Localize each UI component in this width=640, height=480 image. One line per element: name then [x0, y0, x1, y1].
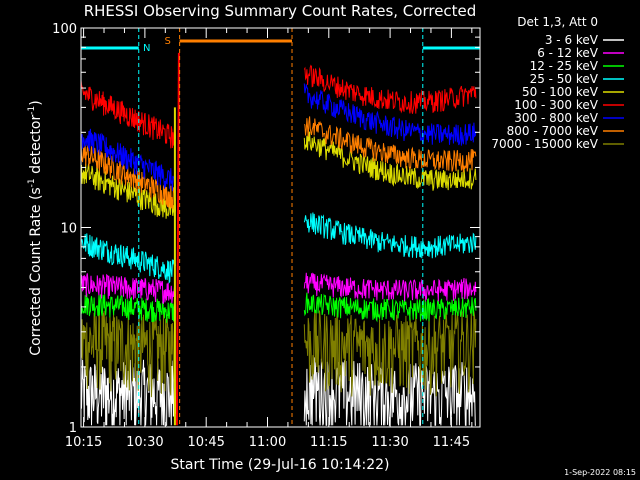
legend-label-8: 7000 - 15000 keV	[491, 137, 598, 151]
y-axis: 1 10 100	[52, 22, 480, 436]
legend-label-0: 3 - 6 keV	[545, 33, 599, 47]
night-label: N	[143, 43, 150, 54]
series-line-3	[303, 212, 477, 259]
legend-title: Det 1,3, Att 0	[517, 15, 598, 29]
x-axis-label: Start Time (29-Jul-16 10:14:22)	[170, 457, 389, 473]
series-line-1	[80, 273, 176, 304]
saa-label: S	[164, 36, 170, 47]
series-line-7	[80, 144, 176, 210]
series-line-8	[303, 310, 477, 397]
x-tick-label: 10:45	[187, 435, 224, 450]
chart-title: RHESSI Observing Summary Count Rates, Co…	[84, 2, 477, 20]
legend-label-4: 50 - 100 keV	[522, 85, 599, 99]
series-line-7	[303, 116, 477, 173]
series-line-4	[80, 163, 176, 219]
y-tick-label: 100	[52, 22, 77, 37]
legend-label-5: 100 - 300 keV	[514, 98, 598, 112]
legend-label-6: 300 - 800 keV	[514, 111, 598, 125]
series-line-2	[80, 293, 176, 323]
x-tick-label: 11:30	[371, 435, 408, 450]
x-tick-label: 10:30	[126, 435, 163, 450]
legend-label-1: 6 - 12 keV	[537, 46, 599, 60]
y-tick-label: 10	[60, 222, 77, 237]
legend-label-7: 800 - 7000 keV	[507, 124, 599, 138]
series-line-5	[80, 80, 176, 149]
series-line-6	[80, 128, 176, 192]
x-axis: 10:15 10:30 10:45 11:00 11:15 11:30 11:45	[65, 28, 473, 450]
series-line-2	[303, 292, 477, 323]
series-line-4	[303, 130, 477, 191]
generation-timestamp: 1-Sep-2022 08:15	[564, 468, 636, 477]
x-tick-label: 11:00	[249, 435, 286, 450]
series-line-5	[303, 64, 477, 114]
legend-label-2: 12 - 25 keV	[530, 59, 599, 73]
x-tick-label: 10:15	[65, 435, 102, 450]
series-line-6	[303, 83, 477, 146]
spike-line	[175, 52, 180, 426]
y-axis-label: Corrected Count Rate (s-1 detector-1)	[27, 100, 44, 355]
legend-label-3: 25 - 50 keV	[530, 72, 599, 86]
x-tick-label: 11:45	[433, 435, 470, 450]
series-line-1	[303, 272, 477, 303]
series-line-3	[80, 233, 176, 284]
x-tick-label: 11:15	[310, 435, 347, 450]
y-tick-label: 1	[69, 421, 77, 436]
